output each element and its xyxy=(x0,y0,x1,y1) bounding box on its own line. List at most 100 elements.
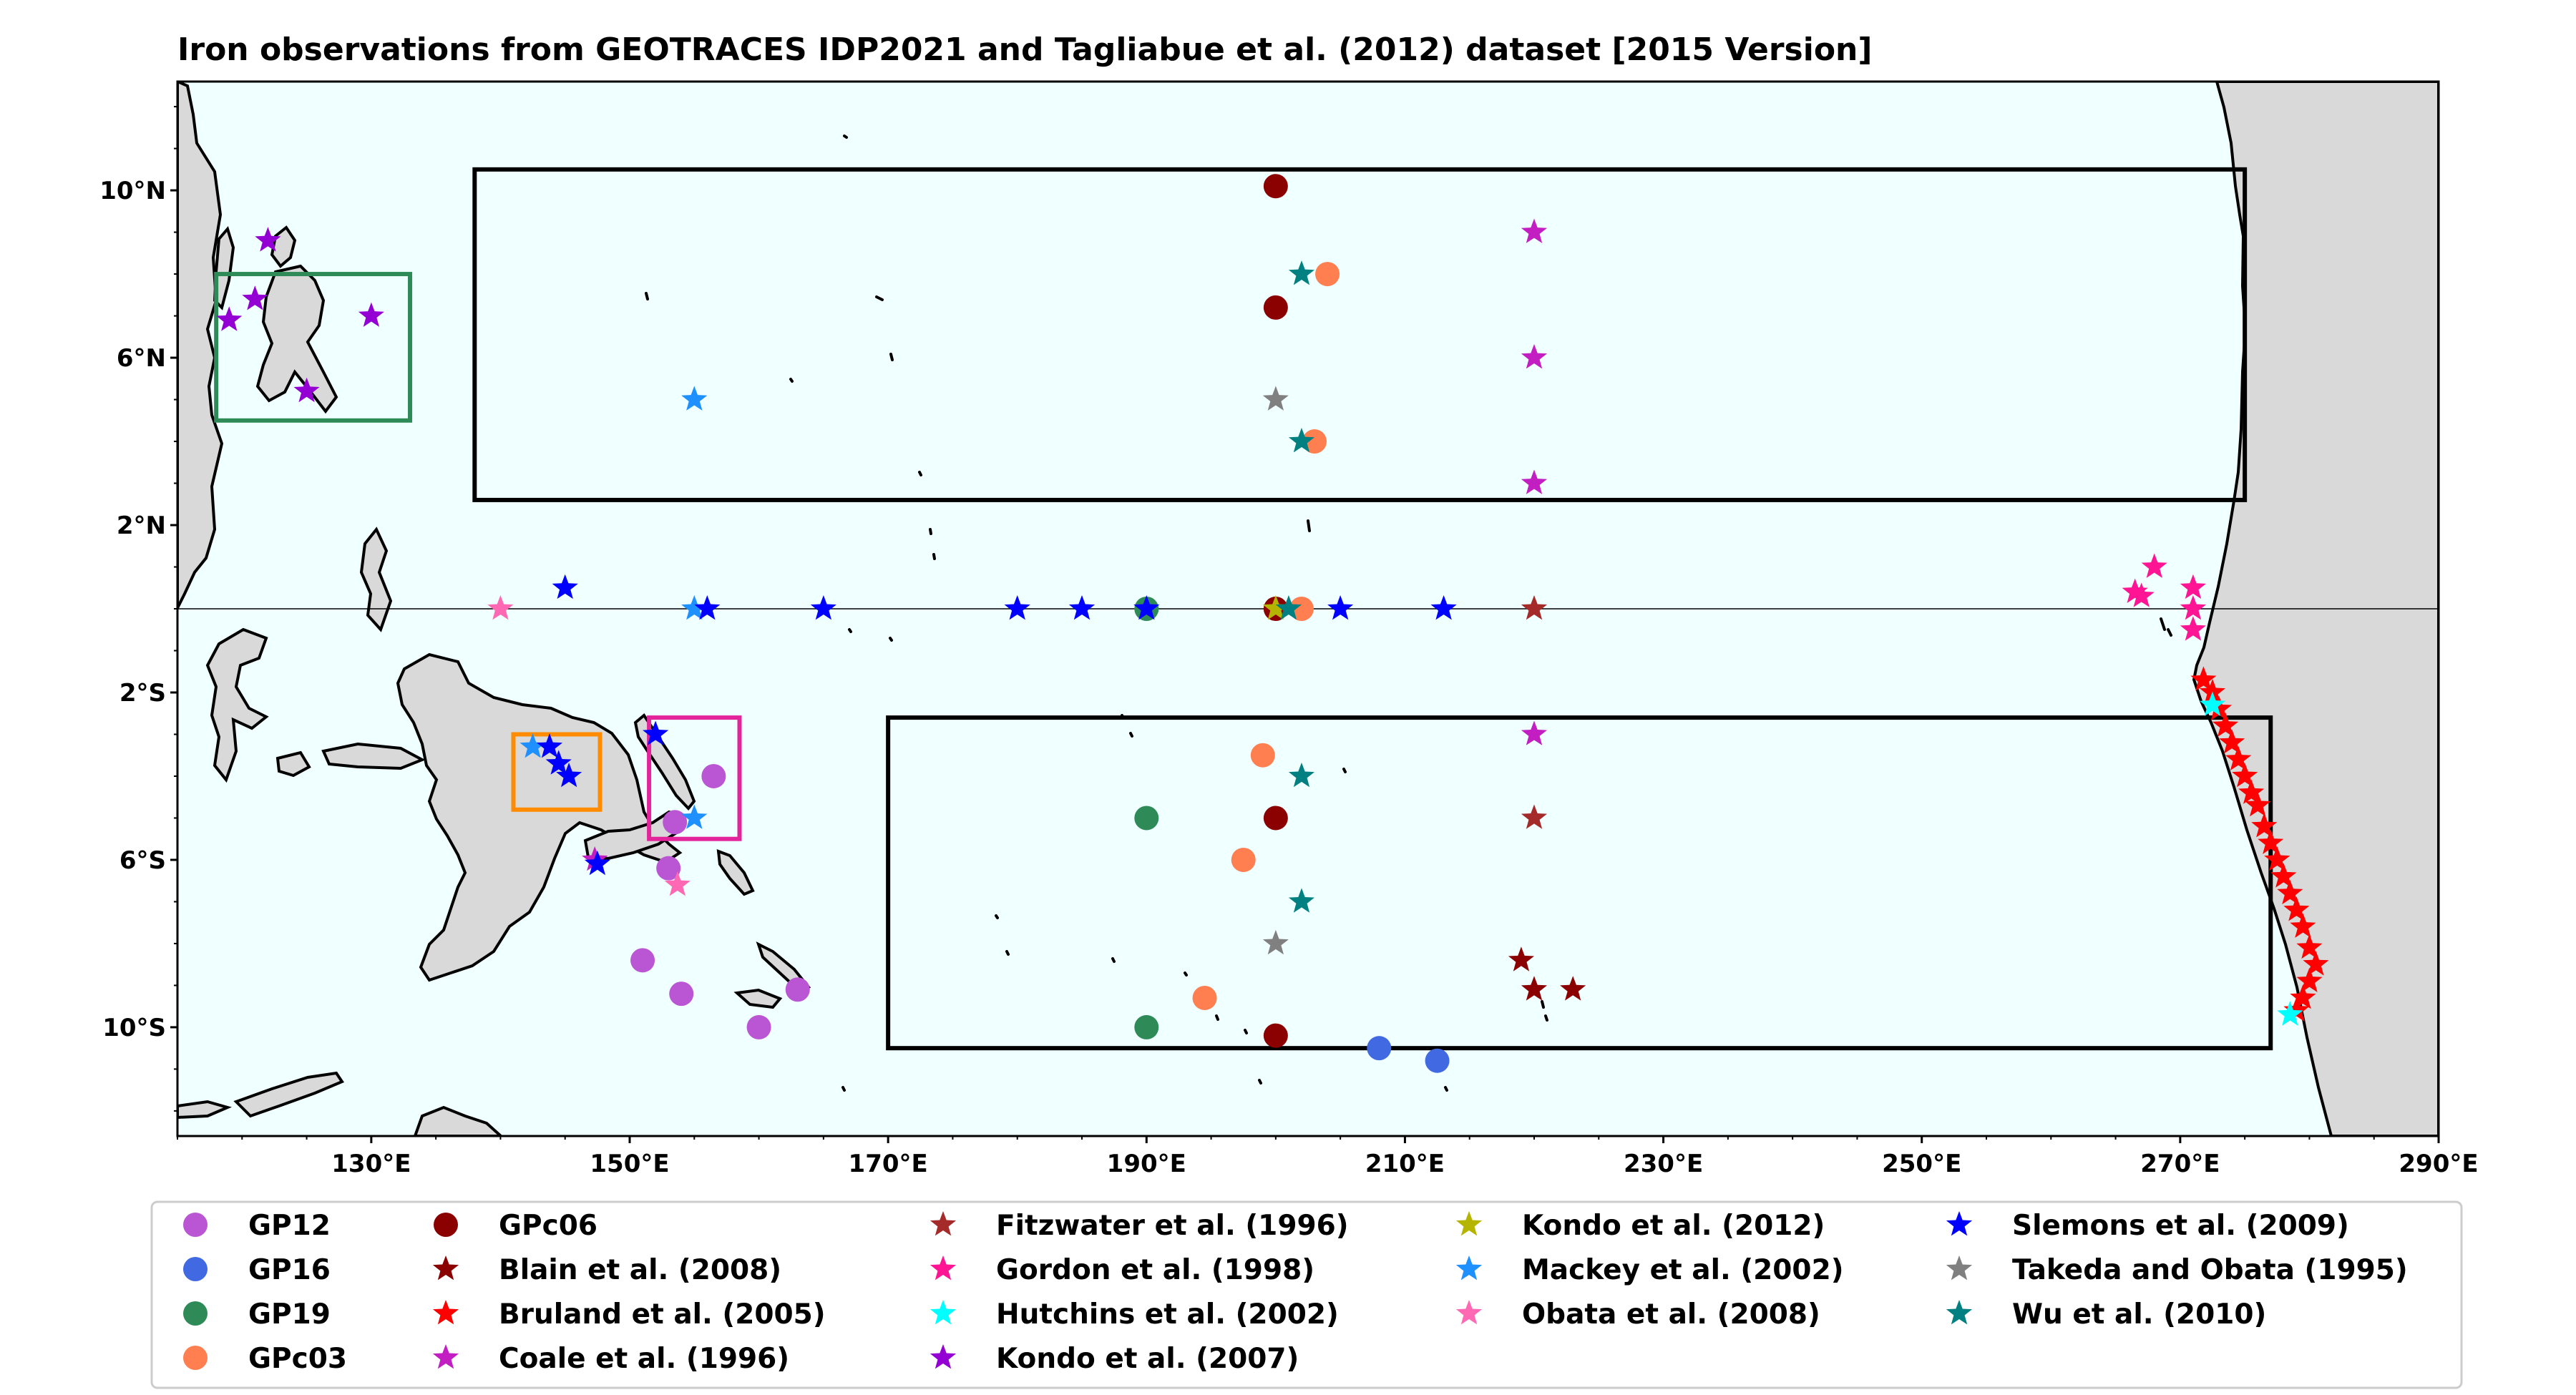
point-bruland-et-al-2005 xyxy=(2258,829,2284,854)
series-gpc03 xyxy=(1192,262,1340,1010)
halmahera-land xyxy=(359,527,393,632)
point-slemons-et-al-2009 xyxy=(1327,595,1354,620)
point-gpc06 xyxy=(1263,174,1288,199)
flores-land xyxy=(177,1100,232,1120)
legend-marker xyxy=(1455,1211,1483,1236)
legend-marker xyxy=(432,1344,459,1369)
point-wu-et-al-2010 xyxy=(1288,428,1314,453)
legend-item-fitzwater-et-al-1996: Fitzwater et al. (1996) xyxy=(930,1210,1349,1242)
chart-title: Iron observations from GEOTRACES IDP2021… xyxy=(177,31,1872,68)
point-slemons-et-al-2009 xyxy=(1004,595,1030,620)
point-slemons-et-al-2009 xyxy=(552,574,578,599)
point-slemons-et-al-2009 xyxy=(584,850,610,876)
north-box xyxy=(472,167,2248,502)
point-bruland-et-al-2005 xyxy=(2290,984,2316,1009)
legend-item-gp12: GP12 xyxy=(183,1210,331,1242)
x-tick-label: 270°E xyxy=(2140,1150,2220,1178)
y-tick-label: 6°S xyxy=(119,846,166,875)
point-kondo-et-al-2007 xyxy=(242,285,268,310)
point-coale-et-al-1996 xyxy=(1521,469,1548,494)
point-mackey-et-al-2002 xyxy=(519,733,546,758)
legend-marker xyxy=(1455,1300,1483,1325)
point-gp12 xyxy=(785,977,810,1002)
legend-label: Obata et al. (2008) xyxy=(1522,1298,1820,1331)
point-bruland-et-al-2005 xyxy=(2296,934,2323,959)
legend-label: GP19 xyxy=(248,1298,331,1331)
point-gp19 xyxy=(1134,806,1159,831)
point-bruland-et-al-2005 xyxy=(2270,863,2297,888)
borneo-land xyxy=(177,82,224,609)
series-obata-et-al-2008 xyxy=(487,595,691,896)
legend-item-bruland-et-al-2005: Bruland et al. (2005) xyxy=(432,1298,826,1331)
point-gpc06 xyxy=(1263,806,1288,831)
legend-marker xyxy=(183,1301,208,1326)
point-blain-et-al-2008 xyxy=(1508,946,1534,971)
point-bruland-et-al-2005 xyxy=(2206,695,2233,720)
point-gordon-et-al-1998 xyxy=(2180,616,2206,641)
new-guinea-land xyxy=(396,652,683,982)
series-slemons-et-al-2009 xyxy=(537,574,1457,876)
point-bruland-et-al-2005 xyxy=(2245,791,2271,817)
legend-marker xyxy=(183,1213,208,1237)
point-gp12 xyxy=(630,948,655,973)
point-coale-et-al-1996 xyxy=(1521,344,1548,369)
series-fitzwater-et-al-1996 xyxy=(1521,595,1548,829)
point-bruland-et-al-2005 xyxy=(2212,712,2239,738)
y-tick-label: 6°N xyxy=(117,344,166,373)
point-mackey-et-al-2002 xyxy=(681,595,708,620)
point-wu-et-al-2010 xyxy=(1288,888,1314,913)
point-gp19 xyxy=(1134,1014,1159,1039)
x-tick-label: 190°E xyxy=(1107,1150,1186,1178)
legend-marker xyxy=(432,1300,459,1325)
legend-label: Takeda and Obata (1995) xyxy=(2012,1254,2408,1286)
legend-item-obata-et-al-2008: Obata et al. (2008) xyxy=(1455,1298,1820,1331)
legend-item-kondo-et-al-2012: Kondo et al. (2012) xyxy=(1455,1210,1825,1242)
series-kondo-et-al-2007 xyxy=(216,227,384,403)
seram-land xyxy=(321,742,426,770)
point-bruland-et-al-2005 xyxy=(2225,745,2252,770)
point-gordon-et-al-1998 xyxy=(2122,578,2148,603)
legend-marker xyxy=(183,1346,208,1370)
x-tick-label: 230°E xyxy=(1624,1150,1703,1178)
point-obata-et-al-2008 xyxy=(664,871,691,896)
legend-label: Kondo et al. (2012) xyxy=(1522,1210,1825,1242)
point-coale-et-al-1996 xyxy=(1521,218,1548,243)
point-slemons-et-al-2009 xyxy=(537,733,563,758)
point-mackey-et-al-2002 xyxy=(681,804,708,829)
legend-item-mackey-et-al-2002: Mackey et al. (2002) xyxy=(1455,1254,1844,1286)
point-slemons-et-al-2009 xyxy=(545,750,572,775)
point-mackey-et-al-2002 xyxy=(681,386,708,411)
point-fitzwater-et-al-1996 xyxy=(1521,595,1548,620)
point-bruland-et-al-2005 xyxy=(2277,879,2303,905)
series-mackey-et-al-2002 xyxy=(519,386,708,829)
small-islands xyxy=(645,134,2172,1092)
point-kondo-et-al-2007 xyxy=(216,306,243,331)
point-gordon-et-al-1998 xyxy=(2180,595,2206,620)
x-tick-label: 150°E xyxy=(590,1150,669,1178)
series-wu-et-al-2010 xyxy=(1275,260,1314,913)
point-gp12 xyxy=(663,810,688,835)
region-boxes xyxy=(214,167,2273,1051)
legend-label: GPc06 xyxy=(499,1210,597,1242)
point-fitzwater-et-al-1996 xyxy=(1521,804,1548,829)
point-bruland-et-al-2005 xyxy=(2296,967,2323,992)
philippines-box xyxy=(214,272,413,423)
point-gp16 xyxy=(1367,1036,1392,1061)
legend-label: GP16 xyxy=(248,1254,331,1286)
point-wu-et-al-2010 xyxy=(1275,595,1302,620)
point-slemons-et-al-2009 xyxy=(556,763,582,788)
point-bruland-et-al-2005 xyxy=(2264,846,2290,871)
legend-label: Blain et al. (2008) xyxy=(499,1254,781,1286)
bougainville-land xyxy=(716,848,755,896)
point-bruland-et-al-2005 xyxy=(2232,763,2258,788)
series-gordon-et-al-1998 xyxy=(2122,553,2206,641)
series-gp16 xyxy=(1367,1036,1450,1073)
series-gp12 xyxy=(630,763,810,1039)
legend-item-gordon-et-al-1998: Gordon et al. (1998) xyxy=(930,1254,1314,1286)
legend-label: Fitzwater et al. (1996) xyxy=(996,1210,1349,1242)
legend-item-takeda-and-obata-1995: Takeda and Obata (1995) xyxy=(1946,1254,2408,1286)
legend-item-wu-et-al-2010: Wu et al. (2010) xyxy=(1946,1298,2266,1331)
point-kondo-et-al-2007 xyxy=(255,227,281,252)
point-hutchins-et-al-2002 xyxy=(2277,1001,2303,1026)
solomon-box xyxy=(647,715,742,841)
